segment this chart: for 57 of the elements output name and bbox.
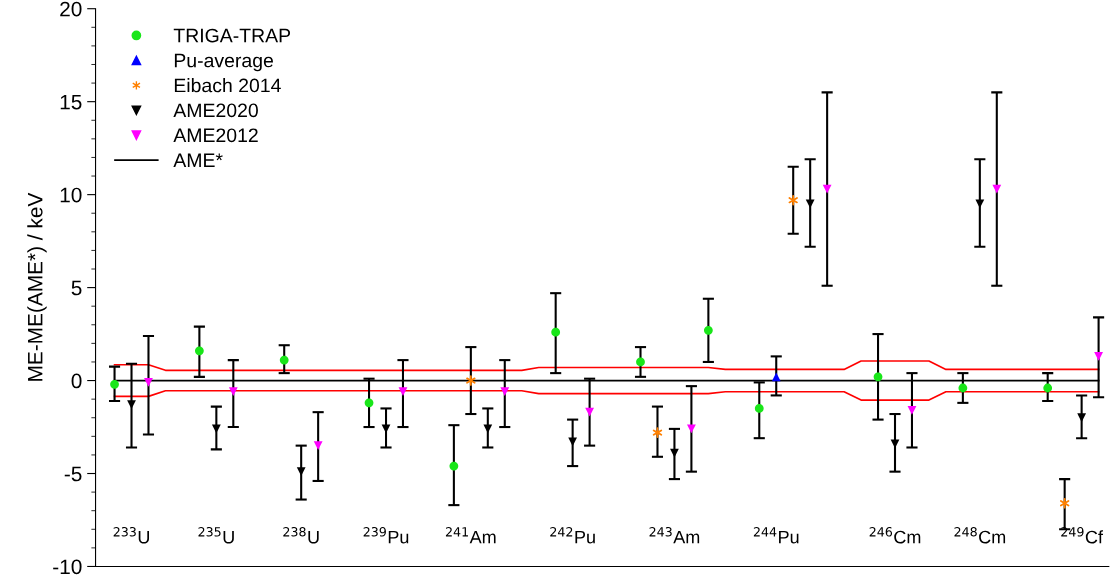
- point: [500, 387, 510, 397]
- point: [771, 372, 781, 382]
- x-tick-label: $^{239}$Pu: [363, 527, 409, 544]
- legend-label: AME2012: [173, 128, 258, 143]
- legend-label: AME2020: [173, 103, 258, 118]
- legend-label: TRIGA-TRAP: [173, 28, 291, 43]
- x-tick-label: $^{243}$Am: [649, 527, 700, 544]
- point: [822, 184, 832, 194]
- point: [211, 424, 221, 434]
- point: [1077, 413, 1087, 423]
- point: [144, 378, 153, 387]
- point: [873, 372, 883, 382]
- point: [313, 441, 323, 451]
- y-tick-label: 0: [71, 373, 82, 389]
- point: [279, 355, 289, 365]
- x-tick-label: $^{248}$Cm: [954, 527, 1006, 544]
- point: [754, 404, 764, 413]
- point: [975, 199, 985, 209]
- y-tick-label: 20: [60, 1, 82, 17]
- legend-label: AME*: [173, 153, 223, 167]
- x-tick-label: $^{238}$U: [283, 527, 319, 544]
- point: [670, 448, 679, 458]
- y-tick-label: -5: [64, 466, 82, 482]
- point: [466, 375, 476, 386]
- point: [1094, 351, 1103, 361]
- point: [805, 199, 815, 209]
- point: [1059, 497, 1070, 509]
- x-tick-label: $^{241}$Am: [445, 527, 496, 544]
- y-tick-label: -10: [53, 559, 82, 575]
- point: [228, 387, 238, 397]
- point: [398, 387, 408, 397]
- point: [364, 398, 374, 408]
- point: [585, 407, 594, 417]
- point: [449, 461, 459, 471]
- y-tick-label: 5: [71, 280, 82, 296]
- y-tick-label: 15: [60, 94, 82, 110]
- legend-label: Eibach 2014: [174, 78, 281, 93]
- point: [788, 194, 798, 206]
- x-tick-label: $^{242}$Pu: [550, 527, 595, 544]
- x-tick-label: $^{233}$U: [113, 527, 149, 544]
- x-tick-label: $^{246}$Cm: [869, 527, 921, 544]
- point: [992, 184, 1002, 194]
- point: [703, 325, 713, 335]
- x-tick-label: $^{249}$Cf: [1061, 527, 1104, 544]
- point: [483, 424, 493, 434]
- y-tick-label: 10: [60, 187, 82, 203]
- point: [110, 379, 119, 389]
- legend-label: Pu-average: [174, 53, 273, 72]
- point: [1043, 383, 1053, 393]
- point: [636, 357, 645, 367]
- x-tick-label: $^{244}$Pu: [753, 527, 799, 544]
- x-tick-label: $^{235}$U: [198, 527, 234, 544]
- point: [194, 346, 204, 356]
- point: [551, 327, 561, 337]
- point: [958, 383, 968, 393]
- point: [907, 405, 917, 415]
- y-axis-title: ME-ME(AME*) / keV: [27, 192, 47, 381]
